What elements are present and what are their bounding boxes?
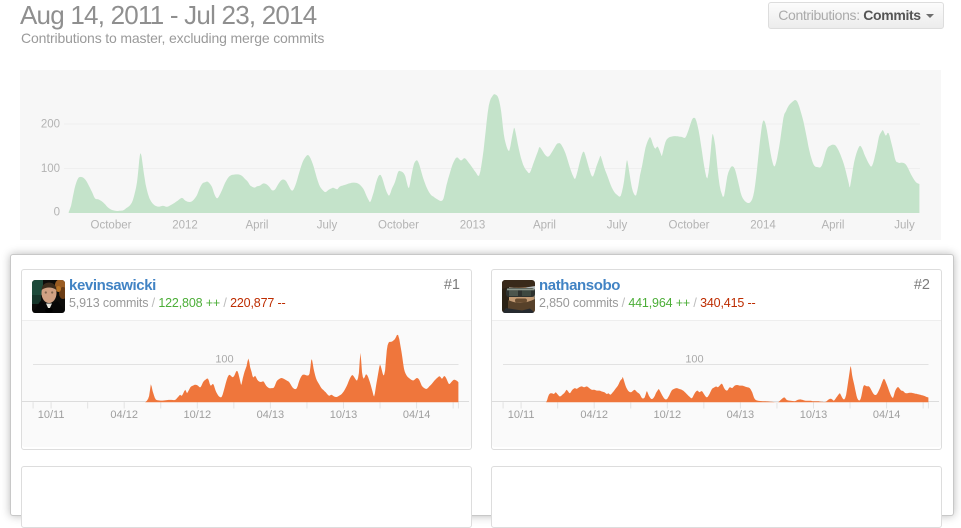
svg-text:04/13: 04/13 [257,409,285,421]
svg-text:April: April [533,220,556,232]
svg-text:04/14: 04/14 [403,409,431,421]
svg-text:2012: 2012 [172,220,198,232]
svg-text:100: 100 [685,354,703,366]
svg-text:July: July [894,220,915,232]
svg-text:April: April [245,220,268,232]
svg-text:100: 100 [215,354,233,366]
svg-text:200: 200 [41,119,60,131]
svg-text:04/13: 04/13 [727,409,755,421]
svg-text:04/14: 04/14 [873,409,901,421]
svg-text:April: April [821,220,844,232]
svg-text:10/13: 10/13 [800,409,828,421]
svg-text:2013: 2013 [460,220,486,232]
svg-text:10/12: 10/12 [654,409,682,421]
svg-text:October: October [378,220,419,232]
svg-text:04/12: 04/12 [110,409,138,421]
svg-text:10/11: 10/11 [38,409,65,421]
svg-text:10/12: 10/12 [184,409,212,421]
svg-text:100: 100 [41,163,60,175]
svg-text:July: July [607,220,628,232]
svg-text:October: October [91,220,132,232]
svg-text:July: July [317,220,338,232]
svg-text:0: 0 [54,207,60,219]
svg-text:2014: 2014 [750,220,776,232]
svg-text:10/11: 10/11 [508,409,535,421]
svg-text:10/13: 10/13 [330,409,358,421]
svg-text:October: October [669,220,710,232]
svg-text:04/12: 04/12 [580,409,608,421]
